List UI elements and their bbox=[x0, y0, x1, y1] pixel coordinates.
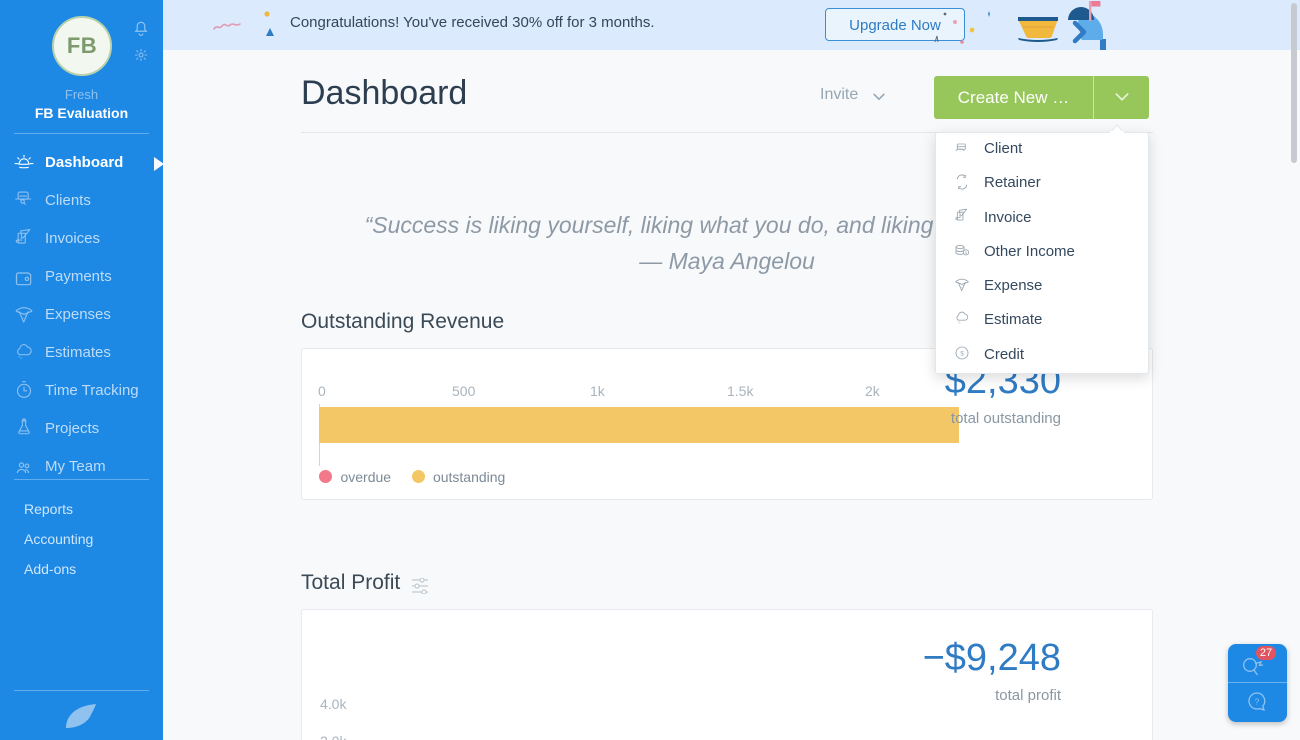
svg-text:$: $ bbox=[960, 351, 964, 357]
svg-text:$: $ bbox=[965, 251, 967, 255]
svg-text:?: ? bbox=[1255, 698, 1260, 707]
